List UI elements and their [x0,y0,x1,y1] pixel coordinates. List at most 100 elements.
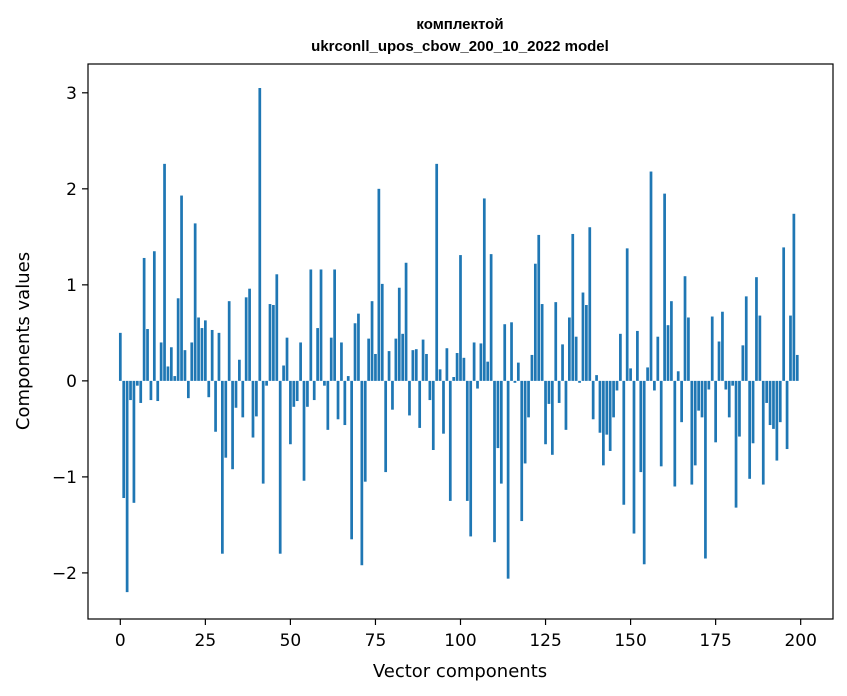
bar-32 [227,301,231,381]
chart-title-line-1: комплектой [416,16,503,33]
bar-3 [129,380,132,401]
bar-40 [255,380,258,417]
bar-17 [176,298,180,381]
bar-83 [401,333,405,381]
bar-153 [639,380,643,473]
bar-105 [476,380,479,389]
bar-188 [758,315,762,381]
bar-116 [513,380,517,383]
y-tick-label: −2 [52,564,77,584]
bar-189 [761,380,765,485]
bar-135 [578,380,581,383]
bar-31 [224,380,228,458]
bar-145 [612,380,615,418]
bar-30 [221,380,224,554]
bar-27 [210,329,214,381]
x-tick-label: 25 [195,631,217,651]
bar-126 [547,380,551,404]
bar-92 [431,380,435,450]
bar-179 [727,380,731,418]
bar-122 [533,263,537,381]
bar-112 [499,380,503,484]
bar-33 [231,380,234,470]
bar-140 [595,375,598,381]
bar-28 [214,380,217,432]
bar-39 [251,380,255,438]
bar-52 [295,380,299,402]
bar-127 [550,380,554,455]
bar-15 [169,347,173,381]
bar-144 [608,380,612,451]
bar-26 [207,380,211,398]
bar-174 [710,316,714,381]
bar-5 [135,380,139,386]
bar-53 [299,342,302,381]
bar-187 [755,277,758,381]
bar-143 [605,380,609,435]
bar-110 [493,380,496,543]
bar-97 [448,380,452,501]
bar-93 [435,163,439,381]
bar-29 [217,332,221,381]
bar-95 [442,380,445,434]
x-tick-label: 150 [614,631,646,651]
bar-146 [615,380,619,391]
bar-20 [186,380,190,399]
bar-103 [469,380,473,537]
x-axis-label: Vector components [373,661,547,682]
bar-71 [360,380,364,566]
bar-69 [353,323,357,381]
bar-64 [336,380,340,420]
bar-100 [459,255,462,381]
bar-2 [125,380,129,593]
bar-128 [554,302,558,381]
bar-4 [132,380,136,503]
bar-158 [656,336,660,381]
bar-129 [557,380,561,403]
bar-169 [693,380,697,466]
bar-63 [333,269,336,381]
bar-68 [350,380,353,540]
bar-123 [537,234,541,381]
x-tick-label: 50 [280,631,302,651]
y-tick-label: 3 [66,84,77,104]
bar-138 [588,227,592,381]
bar-88 [418,380,422,428]
bar-182 [738,380,741,437]
bar-183 [741,345,745,381]
bar-148 [622,380,626,505]
bar-36 [241,380,245,418]
bar-42 [261,380,265,484]
bar-154 [642,380,646,565]
bar-79 [387,351,391,381]
bar-45 [272,305,275,381]
x-tick-label: 75 [365,631,387,651]
bar-160 [663,193,666,381]
bar-66 [343,380,347,426]
bar-167 [687,317,690,381]
bar-86 [411,350,415,381]
bar-59 [319,269,323,381]
bar-113 [503,324,507,381]
bar-162 [670,301,673,381]
bar-156 [649,171,653,381]
bar-98 [452,377,456,381]
bar-34 [234,380,238,408]
bar-168 [690,380,694,485]
bar-56 [309,269,313,381]
bar-190 [765,380,769,403]
bar-102 [465,380,469,501]
bar-198 [792,213,796,381]
bar-152 [636,330,639,381]
plot-frame [87,63,834,620]
y-tick-label: −1 [52,468,77,488]
bar-77 [380,283,384,381]
bar-85 [408,380,411,416]
bar-147 [619,333,622,381]
bar-191 [768,380,772,426]
bar-195 [782,247,786,381]
bar-120 [527,380,530,418]
bar-137 [585,305,588,381]
bar-194 [778,380,782,423]
